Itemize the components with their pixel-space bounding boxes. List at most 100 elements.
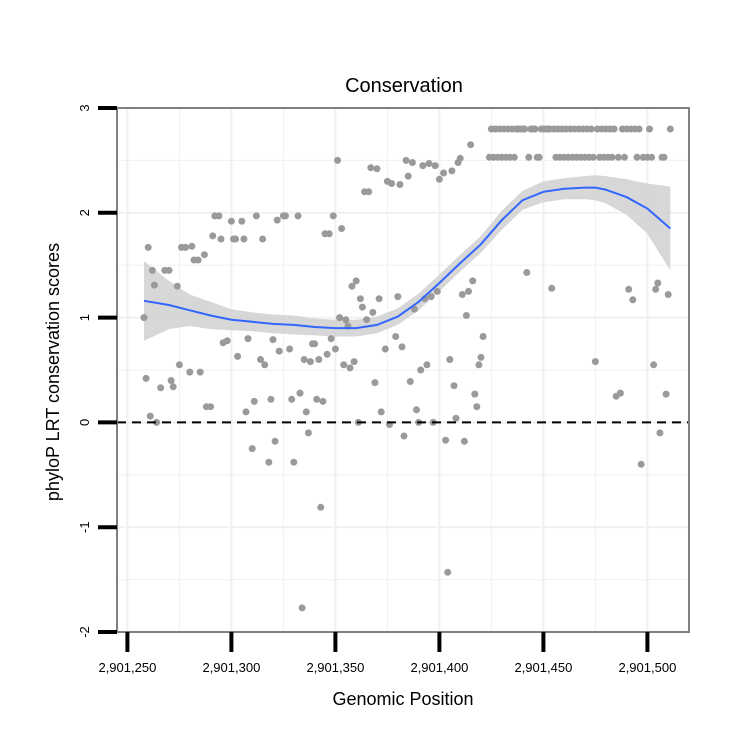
data-point xyxy=(252,212,260,220)
y-axis: -2 -1 0 1 2 3 xyxy=(77,104,117,638)
data-point xyxy=(356,295,364,303)
x-tick-label: 2,901,300 xyxy=(202,660,260,675)
data-point xyxy=(148,266,156,274)
data-point xyxy=(286,345,294,353)
data-point xyxy=(296,389,304,397)
data-point xyxy=(446,356,454,363)
y-tick-label: 2 xyxy=(77,209,92,216)
y-tick-label: 3 xyxy=(77,104,92,111)
data-point xyxy=(150,281,158,289)
smooth-trend-line xyxy=(143,186,671,330)
data-point xyxy=(660,153,668,161)
x-tick-label: 2,901,250 xyxy=(98,660,156,675)
data-point xyxy=(365,188,373,196)
x-tick-label: 2,901,400 xyxy=(410,660,468,675)
data-point xyxy=(367,164,375,172)
data-point xyxy=(473,403,481,411)
data-point xyxy=(200,251,208,259)
data-point xyxy=(462,312,470,319)
data-point xyxy=(435,175,443,183)
data-point xyxy=(404,172,412,180)
data-point xyxy=(392,333,400,340)
data-point xyxy=(408,159,416,166)
data-point xyxy=(525,153,533,161)
data-point xyxy=(306,358,314,366)
data-point xyxy=(610,125,618,133)
data-point xyxy=(608,153,616,161)
data-point xyxy=(275,347,283,355)
data-point xyxy=(531,125,539,133)
data-point xyxy=(232,235,240,243)
data-point xyxy=(521,125,529,133)
data-point xyxy=(402,156,410,164)
data-point xyxy=(244,335,252,343)
data-point xyxy=(394,293,402,301)
data-point xyxy=(242,408,250,416)
data-point xyxy=(140,314,148,322)
data-point xyxy=(298,604,306,612)
data-point xyxy=(259,235,267,243)
data-point xyxy=(346,364,354,372)
data-point xyxy=(633,153,641,161)
data-point xyxy=(460,437,468,445)
data-point xyxy=(169,383,177,391)
data-point xyxy=(363,316,371,324)
data-point xyxy=(448,167,456,175)
data-point xyxy=(290,458,298,466)
data-point xyxy=(311,340,319,348)
data-point xyxy=(167,377,175,384)
data-point xyxy=(265,458,273,466)
y-tick-label: 0 xyxy=(77,419,92,426)
data-point xyxy=(175,361,183,369)
data-point xyxy=(419,162,427,170)
panel-border xyxy=(116,107,690,633)
chart-title: Conservation xyxy=(345,75,463,97)
data-point xyxy=(336,314,344,322)
data-point xyxy=(398,343,406,351)
x-axis-title: Genomic Position xyxy=(332,689,473,709)
data-point xyxy=(304,429,312,437)
data-point xyxy=(146,412,154,420)
data-point xyxy=(323,350,331,358)
data-point xyxy=(662,390,670,398)
data-point xyxy=(288,395,296,403)
data-point xyxy=(587,125,595,133)
data-point xyxy=(282,212,289,220)
data-point xyxy=(182,243,190,251)
data-point xyxy=(352,277,360,285)
data-point xyxy=(188,242,196,250)
data-point xyxy=(413,406,420,414)
data-point xyxy=(271,437,279,445)
data-point xyxy=(666,125,674,133)
data-point xyxy=(423,361,431,369)
data-point xyxy=(477,353,485,361)
data-point xyxy=(317,503,325,511)
data-point xyxy=(400,432,408,440)
data-point xyxy=(165,266,173,274)
smooth-trend-line-layer xyxy=(143,186,671,330)
y-tick-label: -1 xyxy=(77,521,92,533)
data-point xyxy=(535,153,543,161)
data-point xyxy=(589,153,597,161)
data-point xyxy=(217,235,225,243)
data-point xyxy=(329,212,337,220)
data-point xyxy=(510,153,518,161)
data-point xyxy=(523,269,531,276)
data-point xyxy=(635,125,643,133)
data-point xyxy=(238,217,246,225)
data-point xyxy=(664,291,672,298)
data-point xyxy=(371,379,379,387)
data-point xyxy=(261,361,269,369)
data-point xyxy=(479,333,487,340)
data-point xyxy=(300,356,308,363)
data-point xyxy=(223,337,231,345)
x-tick-label: 2,901,450 xyxy=(514,660,572,675)
data-point xyxy=(186,368,194,376)
x-axis: 2,901,250 2,901,300 2,901,350 2,901,400 2,90… xyxy=(98,632,676,675)
data-point xyxy=(646,125,653,133)
data-point xyxy=(467,141,475,149)
data-point xyxy=(294,212,302,220)
data-point xyxy=(350,358,358,366)
y-tick-label: -2 xyxy=(77,626,92,638)
